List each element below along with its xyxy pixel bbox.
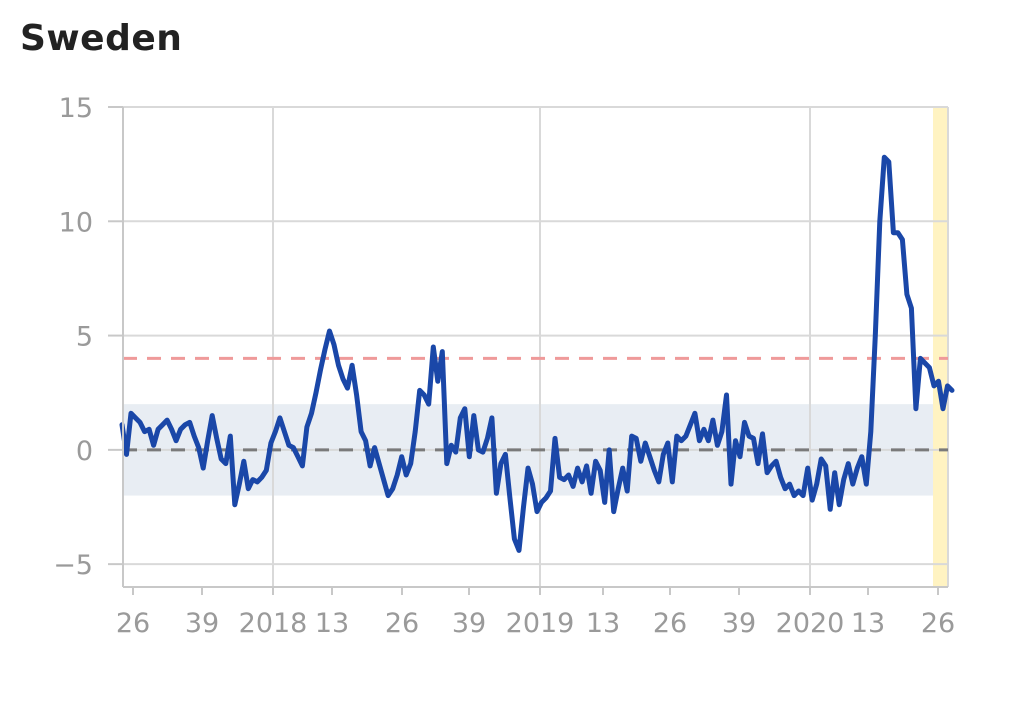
x-tick-label: 2019 xyxy=(506,608,575,639)
x-tick-label: 26 xyxy=(116,608,150,639)
x-tick-label: 39 xyxy=(185,608,219,639)
series-line xyxy=(119,154,955,553)
x-tick-label: 26 xyxy=(385,608,419,639)
x-tick-label: 2018 xyxy=(239,608,308,639)
chart-title: Sweden xyxy=(20,18,183,59)
y-tick-label: −5 xyxy=(53,550,93,581)
x-tick-label: 13 xyxy=(586,608,620,639)
y-tick-label: 0 xyxy=(76,436,93,467)
x-tick-label: 39 xyxy=(722,608,756,639)
x-tick-label: 39 xyxy=(452,608,486,639)
x-tick-label: 26 xyxy=(653,608,687,639)
y-tick-label: 5 xyxy=(76,322,93,353)
x-tick-label: 26 xyxy=(921,608,955,639)
y-tick-label: 15 xyxy=(59,93,93,124)
x-tick-label: 13 xyxy=(851,608,885,639)
recent-period-highlight xyxy=(933,107,948,587)
x-tick-label: 2020 xyxy=(776,608,845,639)
x-tick-label: 13 xyxy=(315,608,349,639)
y-tick-label: 10 xyxy=(59,207,93,238)
